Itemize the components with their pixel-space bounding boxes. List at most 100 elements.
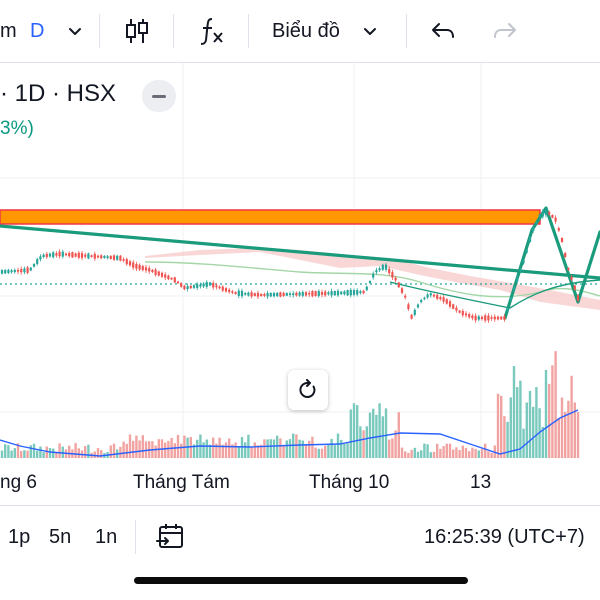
volume-bar [215, 443, 218, 458]
chart-canvas[interactable] [0, 63, 600, 463]
candle [205, 280, 208, 289]
volume-bar [266, 439, 269, 458]
clock-timezone[interactable]: 16:25:39 (UTC+7) [424, 525, 585, 548]
candle [189, 285, 192, 290]
volume-bar [205, 439, 208, 458]
volume-bar [410, 449, 413, 458]
chart-style-chevron-down-icon[interactable] [361, 0, 379, 62]
volume-bar [135, 435, 138, 458]
volume-bar [528, 390, 532, 458]
volume-bar [42, 452, 45, 458]
redo-icon[interactable] [492, 0, 518, 62]
candle [84, 252, 87, 259]
candle [141, 264, 144, 272]
volume-bar [509, 397, 512, 458]
candle [333, 290, 336, 296]
volume-bar [308, 440, 311, 458]
indicators-fx-icon[interactable] [198, 0, 226, 62]
collapse-legend-button[interactable] [142, 80, 176, 112]
volume-bar [365, 426, 368, 458]
volume-bar [442, 446, 445, 458]
volume-bar [356, 405, 359, 458]
candle [228, 288, 231, 294]
candle [378, 266, 381, 273]
volume-bar [173, 443, 176, 458]
candle [234, 291, 237, 295]
volume-bar [564, 411, 567, 458]
candle [375, 267, 378, 275]
home-indicator [134, 577, 468, 584]
chart-style-label[interactable]: Biểu đồ [272, 19, 340, 42]
symbol-name-tail[interactable]: m [0, 19, 17, 42]
candle [138, 263, 141, 272]
candlestick-chart-icon[interactable] [124, 0, 150, 62]
candle [279, 291, 282, 298]
candle [493, 314, 496, 322]
volume-bar [39, 446, 42, 458]
x-axis-label: ng 6 [0, 472, 37, 493]
volume-bar [519, 380, 522, 458]
range-button-1p[interactable]: 1p [8, 525, 31, 548]
candle [567, 267, 570, 271]
volume-bar [141, 435, 144, 458]
candle [516, 274, 519, 285]
volume-bar [119, 446, 122, 458]
volume-bar [541, 426, 544, 458]
candle [240, 288, 244, 299]
interval-chevron-down-icon[interactable] [66, 0, 84, 62]
candle [349, 287, 352, 298]
price-chart-pane[interactable] [0, 63, 600, 463]
candle [58, 249, 61, 259]
candle [356, 288, 359, 297]
moving-average-line-2 [389, 279, 600, 309]
candle [560, 237, 564, 243]
volume-bar [452, 449, 455, 458]
volume-bar [311, 436, 314, 458]
volume-bar [304, 443, 308, 458]
volume-bar [10, 450, 13, 458]
candle [266, 290, 269, 299]
candle [557, 226, 560, 233]
candle [445, 298, 448, 305]
volume-bar [285, 440, 288, 458]
candle [260, 293, 263, 297]
candle [202, 281, 205, 289]
candle [474, 313, 477, 323]
volume-bar [416, 451, 420, 458]
undo-icon[interactable] [430, 0, 456, 62]
candle [522, 258, 525, 265]
volume-bar [487, 451, 490, 458]
candle [77, 251, 80, 260]
volume-bar [231, 444, 234, 458]
symbol-legend[interactable]: · 1D · HSX [0, 80, 117, 107]
volume-bar [340, 439, 343, 458]
range-button-1n[interactable]: 1n [95, 525, 118, 548]
candle [148, 265, 151, 274]
reset-chart-button[interactable] [288, 370, 328, 410]
candle [519, 267, 522, 274]
candle [282, 291, 285, 298]
range-button-5n[interactable]: 5n [49, 525, 72, 548]
candle [544, 208, 548, 218]
volume-bar [167, 440, 170, 458]
volume-bar [295, 434, 298, 458]
interval-button[interactable]: D [30, 19, 45, 42]
resistance-zone [0, 209, 541, 225]
volume-bar [4, 444, 7, 458]
volume-bar [0, 450, 4, 458]
candle [452, 303, 455, 310]
go-to-date-calendar-icon[interactable] [156, 506, 186, 568]
candle [346, 289, 349, 296]
candle [487, 313, 490, 323]
candle [359, 289, 362, 295]
volume-bar [279, 438, 282, 458]
candle [436, 293, 439, 301]
candle [285, 292, 288, 297]
volume-bar [237, 447, 240, 458]
volume-bar [58, 443, 61, 458]
candle [13, 268, 16, 274]
volume-bar [551, 365, 554, 458]
volume-bar [192, 444, 196, 458]
volume-bar [532, 406, 535, 458]
volume-bar [429, 452, 432, 458]
